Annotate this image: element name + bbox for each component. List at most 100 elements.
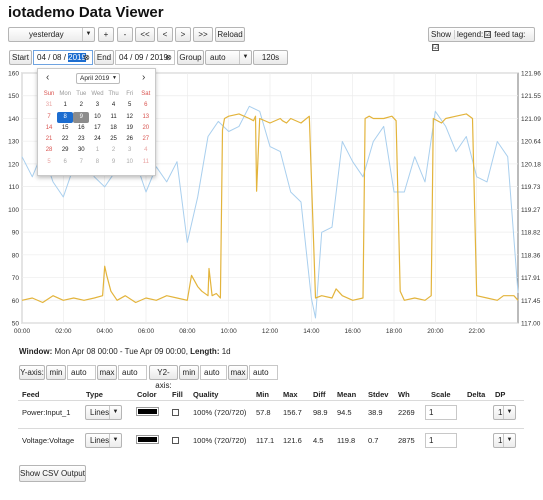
x-axis-ticks: 00:00 02:00 04:00 06:00 08:00 10:00 12:00 14:00… <box>14 328 485 335</box>
y2-tick-label: 119.73 <box>521 184 541 191</box>
calendar-day[interactable]: 30 <box>77 147 85 154</box>
dp-select[interactable]: 1 ▼ <box>493 433 516 448</box>
calendar-day[interactable]: 1 <box>63 102 67 109</box>
calendar-day[interactable]: 13 <box>142 113 150 120</box>
y2-tick-label: 120.64 <box>521 139 541 146</box>
calendar-day[interactable]: 5 <box>128 102 132 109</box>
fill-checkbox[interactable] <box>172 437 179 444</box>
dp-select[interactable]: 1 ▼ <box>493 405 516 420</box>
calendar-day[interactable]: 29 <box>61 147 69 154</box>
calendar-day[interactable]: 31 <box>45 102 53 109</box>
min-value: 117.1 <box>256 436 275 445</box>
y-tick-label: 130 <box>8 139 19 146</box>
weekday-row: Sun Mon Tue Wed Thu Fri Sat <box>41 89 154 100</box>
date-picker-popup[interactable]: ‹ April 2019 ▼ › Sun Mon Tue Wed Thu Fri Sat 31… <box>37 68 156 176</box>
interval-button[interactable]: 120s <box>253 50 288 65</box>
clear-icon[interactable]: ⊗ <box>83 53 90 62</box>
calendar-day[interactable]: 9 <box>73 111 90 123</box>
calendar-day[interactable]: 22 <box>61 136 69 143</box>
calendar-day[interactable]: 7 <box>79 158 83 165</box>
calendar-day[interactable]: 25 <box>110 136 117 143</box>
calendar-day[interactable]: 23 <box>77 136 85 143</box>
x-tick-label: 08:00 <box>179 328 196 335</box>
calendar-day[interactable]: 16 <box>77 124 85 131</box>
feedtag-checkbox[interactable]: ☑ <box>432 44 439 52</box>
calendar-day[interactable]: 10 <box>94 113 101 120</box>
pan-far-right-button[interactable]: >> <box>193 27 213 42</box>
scale-input[interactable]: 1 <box>425 405 457 420</box>
calendar-week: 28 29 30 1 2 3 4 <box>41 145 154 156</box>
color-picker[interactable] <box>136 407 159 416</box>
max-value: 156.7 <box>283 408 302 417</box>
calendar-week: 14 15 16 17 18 19 20 <box>41 123 154 134</box>
min-value: 57.8 <box>256 408 271 417</box>
y2-tick-label: 117.45 <box>521 298 541 305</box>
calendar-day[interactable]: 24 <box>94 136 101 143</box>
x-tick-label: 10:00 <box>221 328 238 335</box>
calendar-day[interactable]: 8 <box>57 111 74 123</box>
calendar-week: 31 1 2 3 4 5 6 <box>41 100 154 111</box>
calendar-day[interactable]: 1 <box>95 147 100 154</box>
calendar-day[interactable]: 17 <box>94 124 101 131</box>
calendar-day[interactable]: 11 <box>142 158 149 165</box>
calendar-day[interactable]: 18 <box>110 124 117 131</box>
y-max-input[interactable]: auto <box>118 365 147 380</box>
pan-far-left-button[interactable]: << <box>135 27 155 42</box>
calendar-day[interactable]: 6 <box>63 158 67 165</box>
calendar-day[interactable]: 9 <box>111 158 116 165</box>
y-min-input[interactable]: auto <box>67 365 96 380</box>
calendar-day[interactable]: 2 <box>111 147 116 154</box>
calendar-day[interactable]: 14 <box>45 124 53 131</box>
type-select[interactable]: Lines ▼ <box>85 433 122 448</box>
zoom-in-button[interactable]: + <box>98 27 114 42</box>
calendar-day[interactable]: 8 <box>95 158 100 165</box>
header-color: Color <box>137 390 157 399</box>
diff-value: 4.5 <box>313 436 324 445</box>
weekday-label: Wed <box>91 91 104 97</box>
pan-right-button[interactable]: > <box>175 27 191 42</box>
month-select[interactable]: April 2019 ▼ <box>76 73 120 84</box>
calendar-day[interactable]: 2 <box>79 102 83 109</box>
x-tick-label: 06:00 <box>138 328 155 335</box>
calendar-day[interactable]: 3 <box>95 102 100 109</box>
zoom-out-button[interactable]: - <box>117 27 133 42</box>
fill-checkbox[interactable] <box>172 409 179 416</box>
start-date-year: 2019 <box>68 53 86 62</box>
reload-button[interactable]: Reload <box>215 27 245 42</box>
color-picker[interactable] <box>136 435 159 444</box>
next-month-icon[interactable]: › <box>142 72 146 83</box>
period-select[interactable]: yesterday ▼ <box>8 27 95 42</box>
calendar-day[interactable]: 26 <box>126 136 134 143</box>
window-info: Window: Mon Apr 08 00:00 - Tue Apr 09 00… <box>19 347 231 356</box>
calendar-day[interactable]: 10 <box>126 158 134 165</box>
mean-value: 119.8 <box>337 436 356 445</box>
calendar-day[interactable]: 21 <box>45 136 53 143</box>
calendar-day[interactable]: 15 <box>61 124 69 131</box>
calendar-day[interactable]: 27 <box>142 136 150 143</box>
show-csv-button[interactable]: Show CSV Output <box>19 465 86 482</box>
start-date-input[interactable]: 04 / 08 / 2019 ⊗ <box>33 50 93 65</box>
y2-max-input[interactable]: auto <box>249 365 278 380</box>
y2-min-input[interactable]: auto <box>200 365 227 380</box>
calendar-day[interactable]: 12 <box>126 113 134 120</box>
calendar-day[interactable]: 7 <box>47 113 51 120</box>
group-select[interactable]: auto ▼ <box>205 50 252 65</box>
pan-left-button[interactable]: < <box>157 27 173 42</box>
calendar-day[interactable]: 11 <box>110 113 117 120</box>
prev-month-icon[interactable]: ‹ <box>46 72 50 83</box>
feed-name: Voltage:Voltage <box>22 436 75 445</box>
calendar-day[interactable]: 4 <box>111 102 116 109</box>
calendar-day[interactable]: 28 <box>45 147 53 154</box>
scale-input[interactable]: 1 <box>425 433 457 448</box>
legend-checkbox[interactable]: ☑ <box>484 31 492 39</box>
calendar-day[interactable]: 5 <box>47 158 51 165</box>
calendar-day[interactable]: 4 <box>144 147 148 154</box>
display-options: Show legend: ☑ feed tag:☑ <box>428 27 535 52</box>
calendar-day[interactable]: 6 <box>144 102 148 109</box>
calendar-day[interactable]: 20 <box>142 124 150 131</box>
type-select[interactable]: Lines ▼ <box>85 405 122 420</box>
calendar-day[interactable]: 3 <box>128 147 132 154</box>
calendar-day[interactable]: 19 <box>126 124 134 131</box>
clear-icon[interactable]: ⊗ <box>165 53 172 62</box>
end-date-input[interactable]: 04 / 09 / 2019 ⊗ <box>115 50 175 65</box>
